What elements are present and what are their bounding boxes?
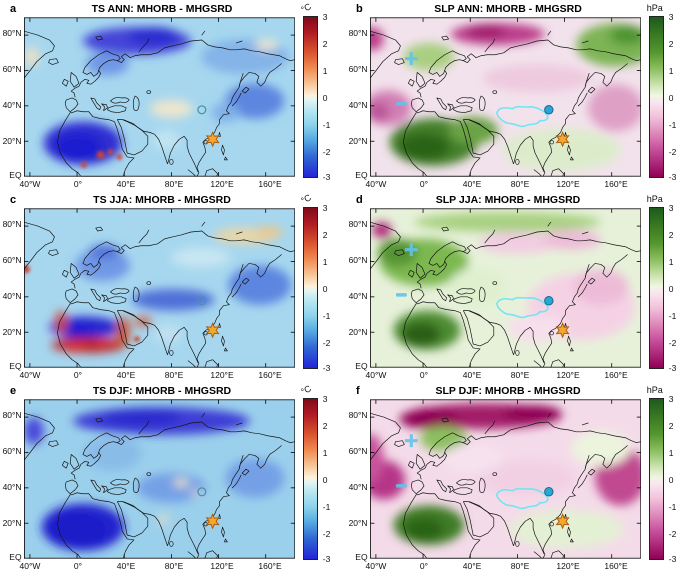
colorbar-unit: hPa [646,3,663,13]
y-axis-labels: 80°N 60°N 40°N 20°N EQ [348,219,368,371]
colorbar-unit: °C [299,383,313,397]
colorbar-unit: hPa [646,385,663,395]
panel-a-ts-ann: a TS ANN: MHORB - MHGSRD 80°N 60°N 40°N 20°N… [0,1,346,191]
panel-d-slp-jja: d SLP JJA: MHORB - MHGSRD 80°N 60°N 40°N 20°… [346,194,692,382]
map-slp-jja [369,208,641,368]
panel-letter: c [10,194,17,206]
row-ann: a TS ANN: MHORB - MHGSRD 80°N 60°N 40°N 20°N… [0,1,692,191]
panel-b-slp-ann: b SLP ANN: MHORB - MHGSRD 80°N 60°N 40°N 20°… [346,3,692,191]
x-axis-labels: 40°W 0° 40°E 80°E 120°E 160°E [19,370,282,380]
minus-marker [395,102,407,106]
panel-letter: a [10,3,17,15]
colorbar-unit: °C [299,192,313,206]
colorbar-slp [648,16,664,178]
panel-e-ts-djf: e TS DJF: MHORB - MHGSRD 80°N 60°N 40°N 20°N… [0,383,346,573]
y-axis-labels: 80°N 60°N 40°N 20°N EQ [2,219,22,371]
panel-letter: b [356,3,363,15]
y-axis-labels: 80°N 60°N 40°N 20°N EQ [2,28,22,180]
panel-title: SLP JJA: MHORB - MHGSRD [435,194,581,206]
colorbar-zone: °C 3 2 1 0 -1 -2 -3 [299,383,331,564]
panel-f-slp-djf: f SLP DJF: MHORB - MHGSRD 80°N 60°N 40°N 20°… [346,385,692,573]
y-axis-labels: 80°N 60°N 40°N 20°N EQ [348,28,368,180]
panel-title: TS JJA: MHORB - MHGSRD [93,194,231,206]
colorbar-temp [302,16,318,178]
panel-title: SLP ANN: MHORB - MHGSRD [434,3,582,15]
panel-title: TS ANN: MHORB - MHGSRD [91,3,233,15]
panel-c-ts-jja: c TS JJA: MHORB - MHGSRD 80°N 60°N 40°N 20°N… [0,192,346,382]
colorbar-unit: hPa [646,194,663,204]
x-axis-labels: 40°W 0° 40°E 80°E 120°E 160°E [19,179,282,189]
panel-letter: d [356,194,363,206]
colorbar-unit: °C [299,1,313,15]
y-axis-labels: 80°N 60°N 40°N 20°N EQ [348,410,368,562]
minus-marker [395,484,407,488]
x-axis-labels: 40°W 0° 40°E 80°E 120°E 160°E [365,561,628,571]
colorbar-temp [302,207,318,369]
colorbar-slp [648,398,664,560]
panel-letter: f [356,385,360,397]
x-axis-labels: 40°W 0° 40°E 80°E 120°E 160°E [365,370,628,380]
y-axis-labels: 80°N 60°N 40°N 20°N EQ [2,410,22,562]
row-jja: c TS JJA: MHORB - MHGSRD 80°N 60°N 40°N 20°N… [0,192,692,382]
colorbar-zone: hPa 3 2 1 0 -1 -2 -3 [646,3,677,182]
colorbar-slp [648,207,664,369]
panel-title: SLP DJF: MHORB - MHGSRD [435,385,581,397]
x-axis-labels: 40°W 0° 40°E 80°E 120°E 160°E [365,179,628,189]
filled-circle-marker [543,487,554,497]
colorbar-zone: hPa 3 2 1 0 -1 -2 -3 [646,385,677,564]
x-axis-labels: 40°W 0° 40°E 80°E 120°E 160°E [19,561,282,571]
panel-title: TS DJF: MHORB - MHGSRD [92,385,232,397]
filled-circle-marker [543,105,554,115]
panel-letter: e [10,385,17,397]
colorbar-zone: °C 3 2 1 0 -1 -2 -3 [299,1,331,182]
row-djf: e TS DJF: MHORB - MHGSRD 80°N 60°N 40°N 20°N… [0,383,692,573]
map-ts-djf [23,399,295,559]
map-slp-ann [369,17,641,177]
colorbar-temp [302,398,318,560]
colorbar-zone: °C 3 2 1 0 -1 -2 -3 [299,192,331,373]
map-ts-ann [23,17,295,177]
minus-marker [395,293,407,297]
colorbar-zone: hPa 3 2 1 0 -1 -2 -3 [646,194,677,373]
map-slp-djf [369,399,641,559]
filled-circle-marker [543,296,554,306]
map-ts-jja [23,208,295,368]
